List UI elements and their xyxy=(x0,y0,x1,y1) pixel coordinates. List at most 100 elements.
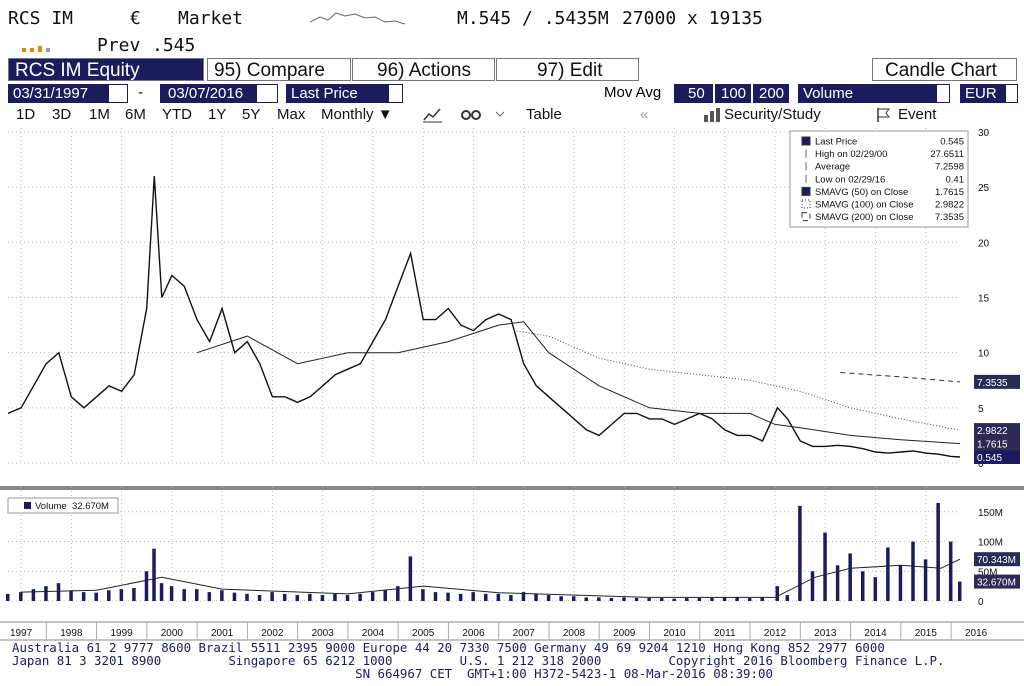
end-date-picker[interactable] xyxy=(256,84,278,103)
volume-bar xyxy=(370,592,375,601)
volume-bar xyxy=(685,598,689,601)
volume-bar xyxy=(634,598,639,601)
frequency[interactable]: Monthly ▼ xyxy=(321,106,393,123)
volume-bar xyxy=(697,598,702,601)
compare-button[interactable]: 95) Compare xyxy=(207,58,351,81)
mov-avg-1[interactable]: 50 xyxy=(674,84,713,103)
volume-bar xyxy=(958,581,962,601)
legend-label: Average xyxy=(815,162,850,173)
volume-bar xyxy=(521,592,526,601)
currency-select[interactable]: EUR xyxy=(960,84,1005,103)
legend-value: 27.6511 xyxy=(930,149,964,160)
period-button[interactable]: 1D xyxy=(16,106,36,123)
volume-bar xyxy=(282,593,287,601)
last-value-label: 70.343M xyxy=(977,555,1016,566)
period-button[interactable]: YTD xyxy=(162,106,192,123)
legend-box xyxy=(7,497,119,514)
volume-bar xyxy=(152,548,156,601)
x-tick-label: 2004 xyxy=(362,628,385,639)
series-line xyxy=(196,321,961,445)
volume-bar xyxy=(484,593,488,601)
field[interactable]: Last Price xyxy=(286,84,388,103)
start-date[interactable]: 03/31/1997 xyxy=(8,84,108,103)
period-button[interactable]: 1Y xyxy=(208,106,227,123)
period-button[interactable]: 6M xyxy=(125,106,146,123)
volume-bar xyxy=(873,577,878,601)
chart-icons xyxy=(423,108,505,123)
volume-bar xyxy=(159,583,164,601)
volume-bar xyxy=(948,541,953,601)
currency: € xyxy=(130,8,141,29)
x-tick-label: 2005 xyxy=(412,628,435,639)
period-button[interactable]: Max xyxy=(277,106,306,123)
x-tick-label: 1999 xyxy=(110,628,133,639)
x-tick-label: 1998 xyxy=(60,628,83,639)
chart-type-button[interactable]: Candle Chart xyxy=(872,58,1017,81)
y-tick-label: 0 xyxy=(978,597,984,608)
volume-bar xyxy=(496,593,501,601)
volume-bar xyxy=(144,571,149,601)
study-button[interactable]: Security/Study xyxy=(724,106,821,123)
series-line xyxy=(21,558,961,598)
volume-bar xyxy=(433,592,438,601)
last-value-box xyxy=(974,449,1020,464)
y-tick-label: 5 xyxy=(978,404,984,415)
x-tick-label: 2014 xyxy=(864,628,887,639)
mov-avg-3[interactable]: 200 xyxy=(753,84,789,103)
footer-line: Australia 61 2 9777 8600 Brazil 5511 239… xyxy=(12,640,885,655)
volume-bar xyxy=(446,592,450,601)
field-picker[interactable] xyxy=(388,84,403,103)
event-button[interactable]: Event xyxy=(898,106,937,123)
volume-bar xyxy=(471,592,475,601)
x-tick-label: 1997 xyxy=(10,628,33,639)
volume-bar xyxy=(169,586,174,601)
table-button[interactable]: Table xyxy=(526,106,562,123)
volume-bar xyxy=(672,598,677,601)
currency-picker[interactable] xyxy=(1005,84,1018,103)
period-button[interactable]: 3D xyxy=(52,106,72,123)
mov-avg-2[interactable]: 100 xyxy=(715,84,751,103)
volume-bar xyxy=(119,589,124,601)
volume-bar xyxy=(94,592,98,601)
volume-bar xyxy=(710,598,714,601)
edit-button[interactable]: 97) Edit xyxy=(496,58,639,81)
legend-value: 32.670M xyxy=(72,501,109,512)
volume-bar xyxy=(760,597,764,601)
y-tick-label: 25 xyxy=(978,183,990,194)
volume-bar xyxy=(245,593,249,601)
collapse-icon[interactable]: « xyxy=(640,106,649,123)
volume-bar xyxy=(775,586,780,601)
x-tick-label: 2002 xyxy=(261,628,284,639)
legend-label: SMAVG (100) on Close xyxy=(815,200,914,211)
event-icon xyxy=(877,108,890,122)
series-line xyxy=(840,372,961,383)
volume-bar xyxy=(31,589,36,601)
period-button[interactable]: 1M xyxy=(89,106,110,123)
volume-bar xyxy=(107,590,111,601)
last-value-label: 7.3535 xyxy=(977,378,1008,389)
volume-bar xyxy=(182,589,186,601)
period-button[interactable]: 5Y xyxy=(242,106,261,123)
signal-icon xyxy=(22,46,50,52)
legend-label: SMAVG (50) on Close xyxy=(815,187,908,198)
volume-bar xyxy=(6,593,10,601)
prev-label: Prev xyxy=(97,35,141,56)
volume-bar xyxy=(647,598,651,601)
x-tick-label: 2016 xyxy=(965,628,988,639)
volume-bar xyxy=(358,593,362,601)
volume-bar xyxy=(571,596,576,601)
security-box[interactable]: RCS IM Equity xyxy=(8,58,204,81)
actions-button[interactable]: 96) Actions xyxy=(352,58,495,81)
volume-bar xyxy=(559,596,563,601)
volume-bar xyxy=(911,541,915,601)
volume-bar xyxy=(270,592,274,601)
last-value-box xyxy=(974,552,1020,567)
last-value-label: 0.545 xyxy=(977,453,1002,464)
end-date[interactable]: 03/07/2016 xyxy=(160,84,256,103)
volume-bar xyxy=(257,595,262,601)
start-date-picker[interactable] xyxy=(108,84,128,103)
lower-study[interactable]: Volume xyxy=(798,84,936,103)
volume-bar xyxy=(81,592,86,601)
volume-bar xyxy=(810,571,815,601)
lower-study-picker[interactable] xyxy=(936,84,950,103)
